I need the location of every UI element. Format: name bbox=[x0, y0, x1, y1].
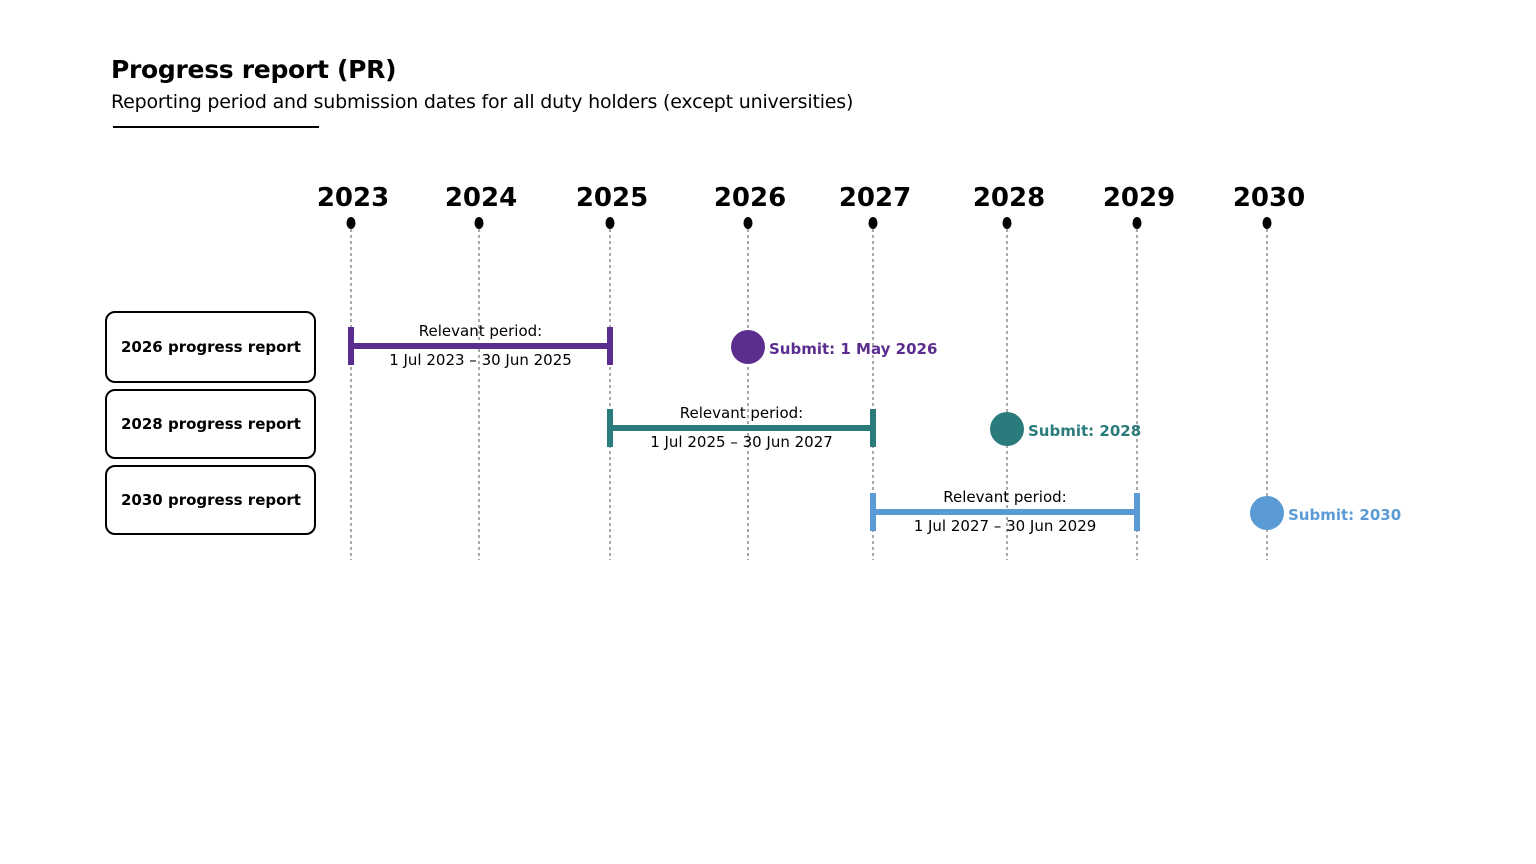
year-label-2027: 2027 bbox=[839, 183, 911, 213]
period-range: 1 Jul 2023 – 30 Jun 2025 bbox=[389, 351, 572, 369]
report-box-2026: 2026 progress report bbox=[105, 311, 316, 383]
year-label-2026: 2026 bbox=[714, 183, 786, 213]
page-subtitle: Reporting period and submission dates fo… bbox=[111, 91, 854, 113]
submit-marker bbox=[731, 330, 765, 364]
report-box-label: 2026 progress report bbox=[121, 338, 301, 356]
year-label-2024: 2024 bbox=[445, 183, 517, 213]
period-caption: Relevant period: bbox=[419, 322, 542, 340]
period-range: 1 Jul 2027 – 30 Jun 2029 bbox=[914, 517, 1097, 535]
submit-marker bbox=[990, 412, 1024, 446]
submit-marker bbox=[1250, 496, 1284, 530]
year-marker-2030 bbox=[1262, 217, 1272, 229]
title-underline bbox=[113, 126, 319, 128]
submit-label: Submit: 2028 bbox=[1028, 422, 1141, 440]
year-marker-2025 bbox=[605, 217, 615, 229]
year-marker-2027 bbox=[868, 217, 878, 229]
period-caption: Relevant period: bbox=[680, 404, 803, 422]
year-marker-2023 bbox=[346, 217, 356, 229]
period-range: 1 Jul 2025 – 30 Jun 2027 bbox=[650, 433, 833, 451]
year-label-2023: 2023 bbox=[317, 183, 389, 213]
year-label-2029: 2029 bbox=[1103, 183, 1175, 213]
year-marker-2028 bbox=[1002, 217, 1012, 229]
year-marker-2026 bbox=[743, 217, 753, 229]
submit-label: Submit: 2030 bbox=[1288, 506, 1401, 524]
report-box-label: 2028 progress report bbox=[121, 415, 301, 433]
year-label-2028: 2028 bbox=[973, 183, 1045, 213]
report-box-2030: 2030 progress report bbox=[105, 465, 316, 535]
year-marker-2029 bbox=[1132, 217, 1142, 229]
year-marker-2024 bbox=[474, 217, 484, 229]
year-label-2030: 2030 bbox=[1233, 183, 1305, 213]
period-caption: Relevant period: bbox=[943, 488, 1066, 506]
year-label-2025: 2025 bbox=[576, 183, 648, 213]
page-title: Progress report (PR) bbox=[111, 55, 397, 84]
report-box-label: 2030 progress report bbox=[121, 491, 301, 509]
submit-label: Submit: 1 May 2026 bbox=[769, 340, 937, 358]
report-box-2028: 2028 progress report bbox=[105, 389, 316, 459]
